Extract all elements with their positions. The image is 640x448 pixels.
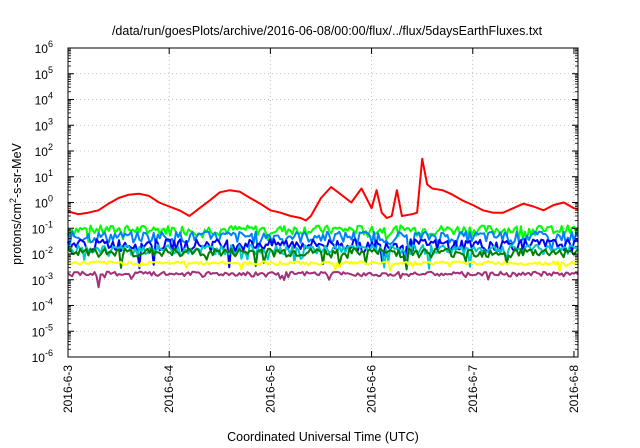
series-line (67, 270, 579, 289)
x-tick-label: 2016-6-8 (567, 365, 581, 413)
y-axis-label: protons/cm2-s-sr-MeV (8, 142, 24, 264)
series-line (67, 247, 579, 271)
y-tick-label: 10-5 (32, 322, 53, 339)
y-tick-label: 100 (35, 194, 53, 211)
x-tick-label: 2016-6-7 (466, 365, 480, 413)
series-line (67, 230, 579, 255)
series-line (67, 260, 579, 273)
y-tick-label: 10-6 (32, 348, 53, 365)
x-axis-label: Coordinated Universal Time (UTC) (227, 430, 419, 444)
y-axis: 10-6 10-5 10-4 10-3 10-2 10-1 100 101 102 103 104 1… (32, 39, 578, 365)
y-tick-label: 10-4 (32, 297, 53, 314)
y-tick-label: 10-2 (32, 245, 53, 262)
y-tick-label: 103 (35, 116, 53, 133)
y-tick-label: 106 (35, 39, 53, 56)
x-tick-label: 2016-6-5 (263, 365, 277, 413)
y-tick-label: 104 (35, 91, 53, 108)
y-tick-label: 10-1 (32, 219, 53, 236)
x-axis: 2016-6-3 2016-6-4 2016-6-5 2016-6-6 2016-6-7… (61, 48, 581, 413)
x-tick-label: 2016-6-4 (162, 365, 176, 413)
y-tick-label: 102 (35, 142, 53, 159)
x-tick-label: 2016-6-3 (61, 365, 75, 413)
series-line (67, 244, 579, 271)
chart-title: /data/run/goesPlots/archive/2016-06-08/0… (112, 24, 543, 38)
series-line (67, 157, 579, 222)
y-tick-label: 101 (35, 168, 53, 185)
series-group (67, 157, 579, 289)
y-tick-label: 10-3 (32, 271, 53, 288)
y-tick-label: 105 (35, 65, 53, 82)
grid (68, 48, 578, 357)
x-tick-label: 2016-6-6 (365, 365, 379, 413)
